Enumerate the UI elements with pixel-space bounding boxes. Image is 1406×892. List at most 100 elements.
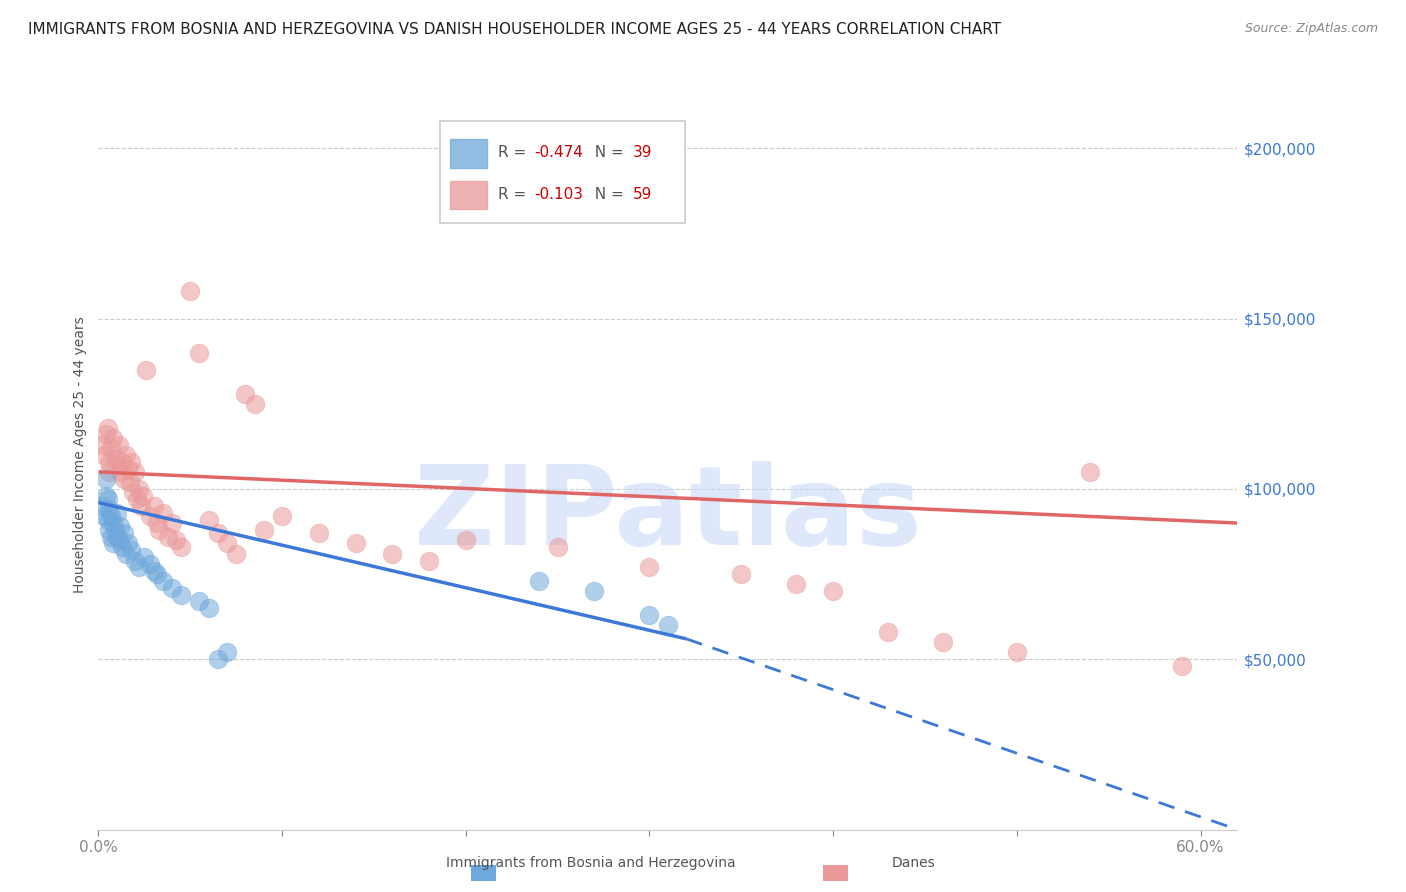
Point xyxy=(170,588,193,602)
Point xyxy=(134,550,156,565)
Point xyxy=(146,567,169,582)
Point xyxy=(121,543,143,558)
Point xyxy=(1171,659,1194,673)
Point xyxy=(98,455,121,469)
Point xyxy=(657,618,679,632)
Point xyxy=(112,472,135,486)
FancyBboxPatch shape xyxy=(440,121,685,223)
Point xyxy=(124,553,146,567)
Point xyxy=(170,540,193,554)
Point xyxy=(124,465,146,479)
Point xyxy=(128,482,150,496)
Point xyxy=(135,363,157,377)
Point xyxy=(188,594,211,608)
Text: -0.103: -0.103 xyxy=(534,186,583,202)
Point xyxy=(146,516,169,530)
Point xyxy=(454,533,477,547)
Point xyxy=(148,523,170,537)
Text: 59: 59 xyxy=(633,186,652,202)
Point xyxy=(105,530,128,544)
Point xyxy=(215,645,238,659)
Point xyxy=(215,536,238,550)
Point xyxy=(93,448,115,462)
Point xyxy=(100,441,122,455)
Point xyxy=(111,455,134,469)
Point xyxy=(100,530,122,544)
Point xyxy=(105,458,128,472)
Point xyxy=(160,516,183,530)
Point xyxy=(101,431,124,445)
FancyBboxPatch shape xyxy=(450,181,486,209)
Point xyxy=(97,513,120,527)
Point xyxy=(122,485,145,500)
Point xyxy=(117,536,139,550)
Point xyxy=(165,533,187,547)
Text: N =: N = xyxy=(585,186,628,202)
Point xyxy=(179,285,201,299)
Point xyxy=(638,607,661,622)
Text: Danes: Danes xyxy=(891,855,936,870)
Point xyxy=(97,492,120,507)
Text: Source: ZipAtlas.com: Source: ZipAtlas.com xyxy=(1244,22,1378,36)
Point xyxy=(638,560,661,574)
Point xyxy=(118,475,141,490)
Point xyxy=(94,427,117,442)
FancyBboxPatch shape xyxy=(450,139,486,168)
Point xyxy=(98,465,121,479)
Text: R =: R = xyxy=(498,145,531,161)
Point xyxy=(104,523,127,537)
Point xyxy=(1005,645,1028,659)
Point xyxy=(547,540,569,554)
Point xyxy=(823,584,845,599)
Point xyxy=(110,519,132,533)
Point xyxy=(98,502,121,516)
Point xyxy=(381,547,404,561)
Point xyxy=(142,499,165,513)
Point xyxy=(583,584,606,599)
Point xyxy=(91,438,114,452)
Point xyxy=(529,574,551,588)
Point xyxy=(207,652,229,666)
Point xyxy=(107,438,129,452)
Point xyxy=(101,516,124,530)
Point xyxy=(243,397,266,411)
Point xyxy=(101,536,124,550)
Point xyxy=(129,499,152,513)
Point xyxy=(115,547,138,561)
Point xyxy=(107,533,129,547)
Point xyxy=(131,489,153,503)
Point xyxy=(100,509,122,524)
Point xyxy=(91,499,114,513)
Point xyxy=(877,625,900,640)
Point xyxy=(152,506,174,520)
Point xyxy=(308,526,330,541)
Text: ZIPatlas: ZIPatlas xyxy=(413,461,922,568)
Point xyxy=(97,420,120,434)
Y-axis label: Householder Income Ages 25 - 44 years: Householder Income Ages 25 - 44 years xyxy=(73,317,87,593)
Point xyxy=(207,526,229,541)
Point xyxy=(235,386,257,401)
Point xyxy=(932,635,955,649)
Point xyxy=(115,448,138,462)
Text: 39: 39 xyxy=(633,145,652,161)
Point xyxy=(160,581,183,595)
Point xyxy=(142,564,165,578)
Point xyxy=(152,574,174,588)
Point xyxy=(105,506,128,520)
Point xyxy=(93,509,115,524)
Point xyxy=(785,577,807,591)
Point xyxy=(104,451,127,466)
Point xyxy=(112,526,135,541)
Point xyxy=(94,489,117,503)
Point xyxy=(121,455,143,469)
Point xyxy=(98,523,121,537)
Text: N =: N = xyxy=(585,145,628,161)
Point xyxy=(128,560,150,574)
Point xyxy=(125,492,148,507)
Point xyxy=(110,465,132,479)
Point xyxy=(253,523,276,537)
Text: -0.474: -0.474 xyxy=(534,145,583,161)
Point xyxy=(139,509,162,524)
Point xyxy=(418,553,440,567)
Text: Immigrants from Bosnia and Herzegovina: Immigrants from Bosnia and Herzegovina xyxy=(446,855,735,870)
